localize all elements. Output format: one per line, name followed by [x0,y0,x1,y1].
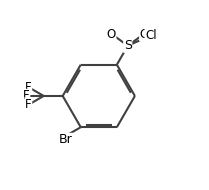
Text: Cl: Cl [145,29,157,42]
Text: Br: Br [59,133,73,146]
Text: S: S [124,39,132,52]
Text: O: O [140,28,149,41]
Text: F: F [25,98,32,111]
Text: F: F [25,81,32,94]
Text: F: F [23,89,30,102]
Text: O: O [107,28,116,41]
